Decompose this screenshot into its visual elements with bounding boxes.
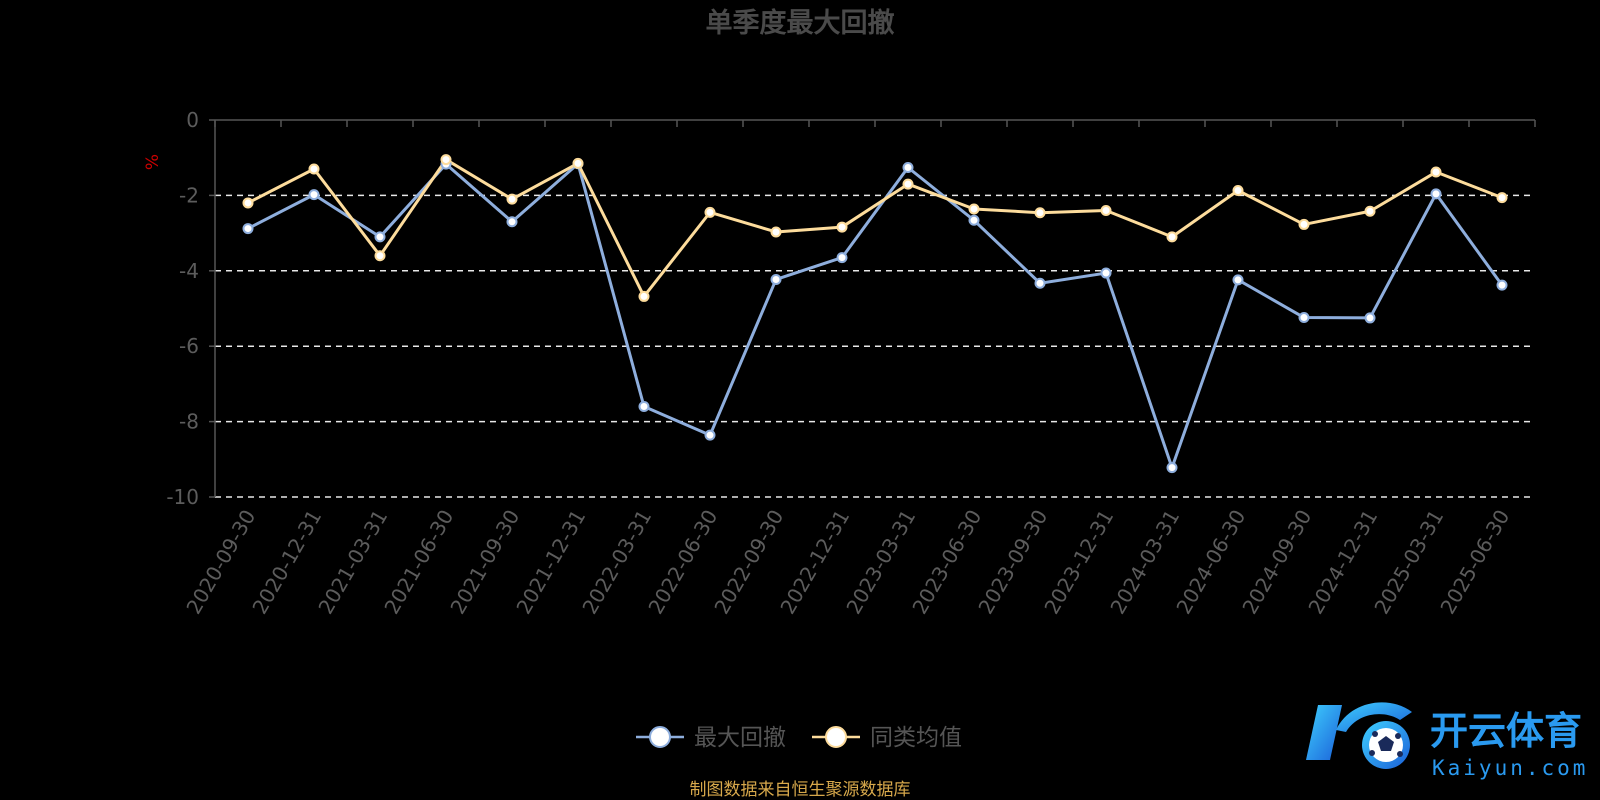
data-point-max-drawdown[interactable] (836, 252, 848, 264)
x-tick-label: 2023-03-31 (841, 506, 920, 619)
x-tick-label: 2022-12-31 (775, 506, 854, 619)
series-points (242, 154, 1508, 474)
x-tick-label: 2022-06-30 (643, 506, 722, 619)
data-point-max-drawdown[interactable] (1100, 267, 1112, 279)
data-point-max-drawdown[interactable] (638, 401, 650, 413)
x-tick-label: 2020-12-31 (247, 506, 326, 619)
x-tick-label: 2022-03-31 (577, 506, 656, 619)
data-point-max-drawdown[interactable] (704, 429, 716, 441)
data-source-note: 制图数据来自恒生聚源数据库 (690, 780, 911, 800)
series-lines (247, 158, 1504, 470)
data-point-peer-average[interactable] (770, 226, 782, 238)
x-tick-label: 2021-09-30 (445, 506, 524, 619)
y-tick-label: -10 (166, 485, 199, 509)
x-tick-label: 2021-03-31 (313, 506, 392, 619)
data-point-max-drawdown[interactable] (1298, 312, 1310, 324)
y-tick-label: -4 (179, 259, 199, 283)
data-point-max-drawdown[interactable] (242, 223, 254, 235)
data-point-peer-average[interactable] (1034, 207, 1046, 219)
data-point-peer-average[interactable] (308, 163, 320, 175)
x-tick-label: 2021-12-31 (511, 506, 590, 619)
x-tick-label: 2024-06-30 (1171, 506, 1250, 619)
legend-marker-max-drawdown (649, 726, 671, 748)
data-point-max-drawdown[interactable] (1232, 274, 1244, 286)
x-tick-label: 2021-06-30 (379, 506, 458, 619)
watermark-brand-cn: 开云体育 (1430, 709, 1582, 753)
data-point-peer-average[interactable] (1496, 192, 1508, 204)
watermark-logo: 开云体育 Kaiyun.com (1306, 702, 1588, 780)
data-point-max-drawdown[interactable] (968, 214, 980, 226)
y-tick-label: -2 (179, 183, 199, 207)
soccer-ball-logo-icon (1306, 702, 1412, 769)
data-point-peer-average[interactable] (1232, 184, 1244, 196)
x-tick-label: 2022-09-30 (709, 506, 788, 619)
x-tick-labels: 2020-09-302020-12-312021-03-312021-06-30… (181, 506, 1514, 619)
data-point-peer-average[interactable] (902, 178, 914, 190)
data-point-max-drawdown[interactable] (770, 273, 782, 285)
x-tick-label: 2023-09-30 (973, 506, 1052, 619)
data-point-peer-average[interactable] (1100, 204, 1112, 216)
data-point-peer-average[interactable] (1430, 166, 1442, 178)
y-tick-label: -8 (179, 410, 199, 434)
legend-item-peer-average[interactable]: 同类均值 (812, 725, 962, 751)
data-point-peer-average[interactable] (968, 203, 980, 215)
data-point-peer-average[interactable] (440, 154, 452, 166)
data-point-max-drawdown[interactable] (506, 216, 518, 228)
x-tick-label: 2024-09-30 (1237, 506, 1316, 619)
x-tick-label: 2024-03-31 (1105, 506, 1184, 619)
legend-label-peer-average: 同类均值 (870, 725, 962, 751)
watermark-brand-en: Kaiyun.com (1432, 756, 1588, 780)
y-tick-labels: 0 -2 -4 -6 -8 -10 (166, 108, 199, 509)
data-point-max-drawdown[interactable] (902, 162, 914, 174)
data-point-max-drawdown[interactable] (374, 231, 386, 243)
data-point-max-drawdown[interactable] (1496, 279, 1508, 291)
data-point-peer-average[interactable] (572, 157, 584, 169)
legend-item-max-drawdown[interactable]: 最大回撤 (636, 725, 786, 751)
data-point-peer-average[interactable] (1364, 205, 1376, 217)
data-point-peer-average[interactable] (506, 193, 518, 205)
x-tick-label: 2020-09-30 (181, 506, 260, 619)
x-tick-label: 2024-12-31 (1303, 506, 1382, 619)
chart-title: 单季度最大回撤 (706, 7, 895, 39)
data-point-max-drawdown[interactable] (308, 189, 320, 201)
legend: 最大回撤 同类均值 (636, 725, 962, 751)
data-point-peer-average[interactable] (1298, 218, 1310, 230)
y-tick-label: 0 (186, 108, 199, 132)
y-tick-label: -6 (179, 334, 199, 358)
x-tick-label: 2025-06-30 (1435, 506, 1514, 619)
data-point-max-drawdown[interactable] (1034, 277, 1046, 289)
y-axis-label: % (143, 154, 163, 170)
gridlines (215, 194, 1535, 498)
legend-marker-peer-average (825, 726, 847, 748)
data-point-peer-average[interactable] (374, 250, 386, 262)
legend-label-max-drawdown: 最大回撤 (694, 725, 786, 751)
series-line-max-drawdown (247, 162, 1504, 470)
data-point-max-drawdown[interactable] (1166, 462, 1178, 474)
data-point-peer-average[interactable] (242, 197, 254, 209)
axes (209, 119, 1536, 498)
data-point-peer-average[interactable] (638, 290, 650, 302)
x-tick-label: 2023-12-31 (1039, 506, 1118, 619)
data-point-peer-average[interactable] (704, 206, 716, 218)
x-tick-label: 2023-06-30 (907, 506, 986, 619)
data-point-peer-average[interactable] (1166, 231, 1178, 243)
data-point-max-drawdown[interactable] (1430, 188, 1442, 200)
data-point-max-drawdown[interactable] (1364, 312, 1376, 324)
x-tick-label: 2025-03-31 (1369, 506, 1448, 619)
data-point-peer-average[interactable] (836, 221, 848, 233)
series-line-peer-average (247, 158, 1503, 298)
